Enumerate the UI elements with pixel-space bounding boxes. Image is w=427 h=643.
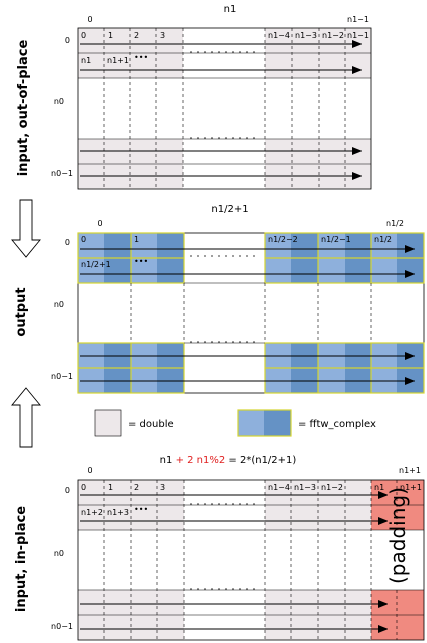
row-end-label: n0−1 [51, 622, 73, 631]
ellipsis-label: ••• [134, 53, 148, 62]
ellipsis-label: ••• [134, 257, 148, 266]
cell-label: n1/2−2 [268, 235, 298, 244]
cell-label: 3 [160, 483, 165, 492]
cell-label: 3 [160, 31, 165, 40]
cell-label: n1−2 [321, 483, 343, 492]
legend-complex-label: = fftw_complex [298, 419, 376, 430]
cell-label: n1−2 [322, 31, 344, 40]
legend-double-label: = double [128, 419, 174, 430]
row-count-label: n0 [54, 97, 64, 106]
cell-label: 1 [134, 235, 139, 244]
cell-label: n1−4 [268, 31, 290, 40]
input-out-of-place-section: n1 0 n1−1 [16, 4, 371, 189]
section-title: n1/2+1 [211, 204, 248, 215]
row-start-label: 0 [65, 486, 70, 495]
up-arrow-icon [12, 388, 40, 447]
row-start-label: 0 [65, 36, 70, 45]
side-label-input-out-of-place: input, out-of-place [16, 40, 31, 177]
col-start-label: 0 [87, 466, 92, 475]
col-start-label: 0 [97, 219, 102, 228]
row-count-label: n0 [54, 549, 64, 558]
side-label-output: output [14, 287, 29, 336]
row-start-label: 0 [65, 238, 70, 247]
row-end-label: n0−1 [51, 169, 73, 178]
col-start-label: 0 [87, 15, 92, 24]
cell-label: n1 [81, 56, 91, 65]
input-in-place-section: n1 + 2 n1%2 = 2*(n1/2+1) 0 n1+1 [14, 455, 424, 640]
cell-label: n1/2−1 [321, 235, 351, 244]
row-end-label: n0−1 [51, 372, 73, 381]
cell-label: n1/2 [374, 235, 392, 244]
double-swatch [95, 410, 121, 436]
section-title: n1 + 2 n1%2 = 2*(n1/2+1) [160, 455, 297, 466]
cell-label: 2 [134, 31, 139, 40]
down-arrow-icon [12, 200, 40, 257]
row-count-label: n0 [54, 300, 64, 309]
cell-label: n1−4 [268, 483, 290, 492]
padding-label: (padding) [386, 487, 410, 584]
cell-label: 2 [134, 483, 139, 492]
cell-label: 1 [108, 483, 113, 492]
ellipsis-label: ••• [134, 505, 148, 514]
cell-label: n1−1 [347, 31, 369, 40]
output-section: n1/2+1 0 n1/2 [14, 204, 424, 393]
cell-label: n1+3 [107, 508, 129, 517]
col-end-label: n1+1 [399, 466, 421, 475]
cell-label: n1−3 [294, 483, 316, 492]
side-label-input-in-place: input, in-place [14, 506, 29, 612]
cell-label: 0 [81, 483, 86, 492]
cell-label: 0 [81, 235, 86, 244]
col-end-label: n1/2 [386, 219, 404, 228]
cell-label: 0 [81, 31, 86, 40]
cell-label: 1 [108, 31, 113, 40]
legend: = double = fftw_complex [95, 410, 376, 436]
cell-label: n1 [374, 483, 384, 492]
cell-label: n1+1 [107, 56, 129, 65]
cell-label: n1−3 [295, 31, 317, 40]
col-end-label: n1−1 [347, 15, 369, 24]
section-title: n1 [224, 4, 237, 15]
cell-label: n1/2+1 [81, 260, 111, 269]
cell-label: n1+2 [81, 508, 103, 517]
